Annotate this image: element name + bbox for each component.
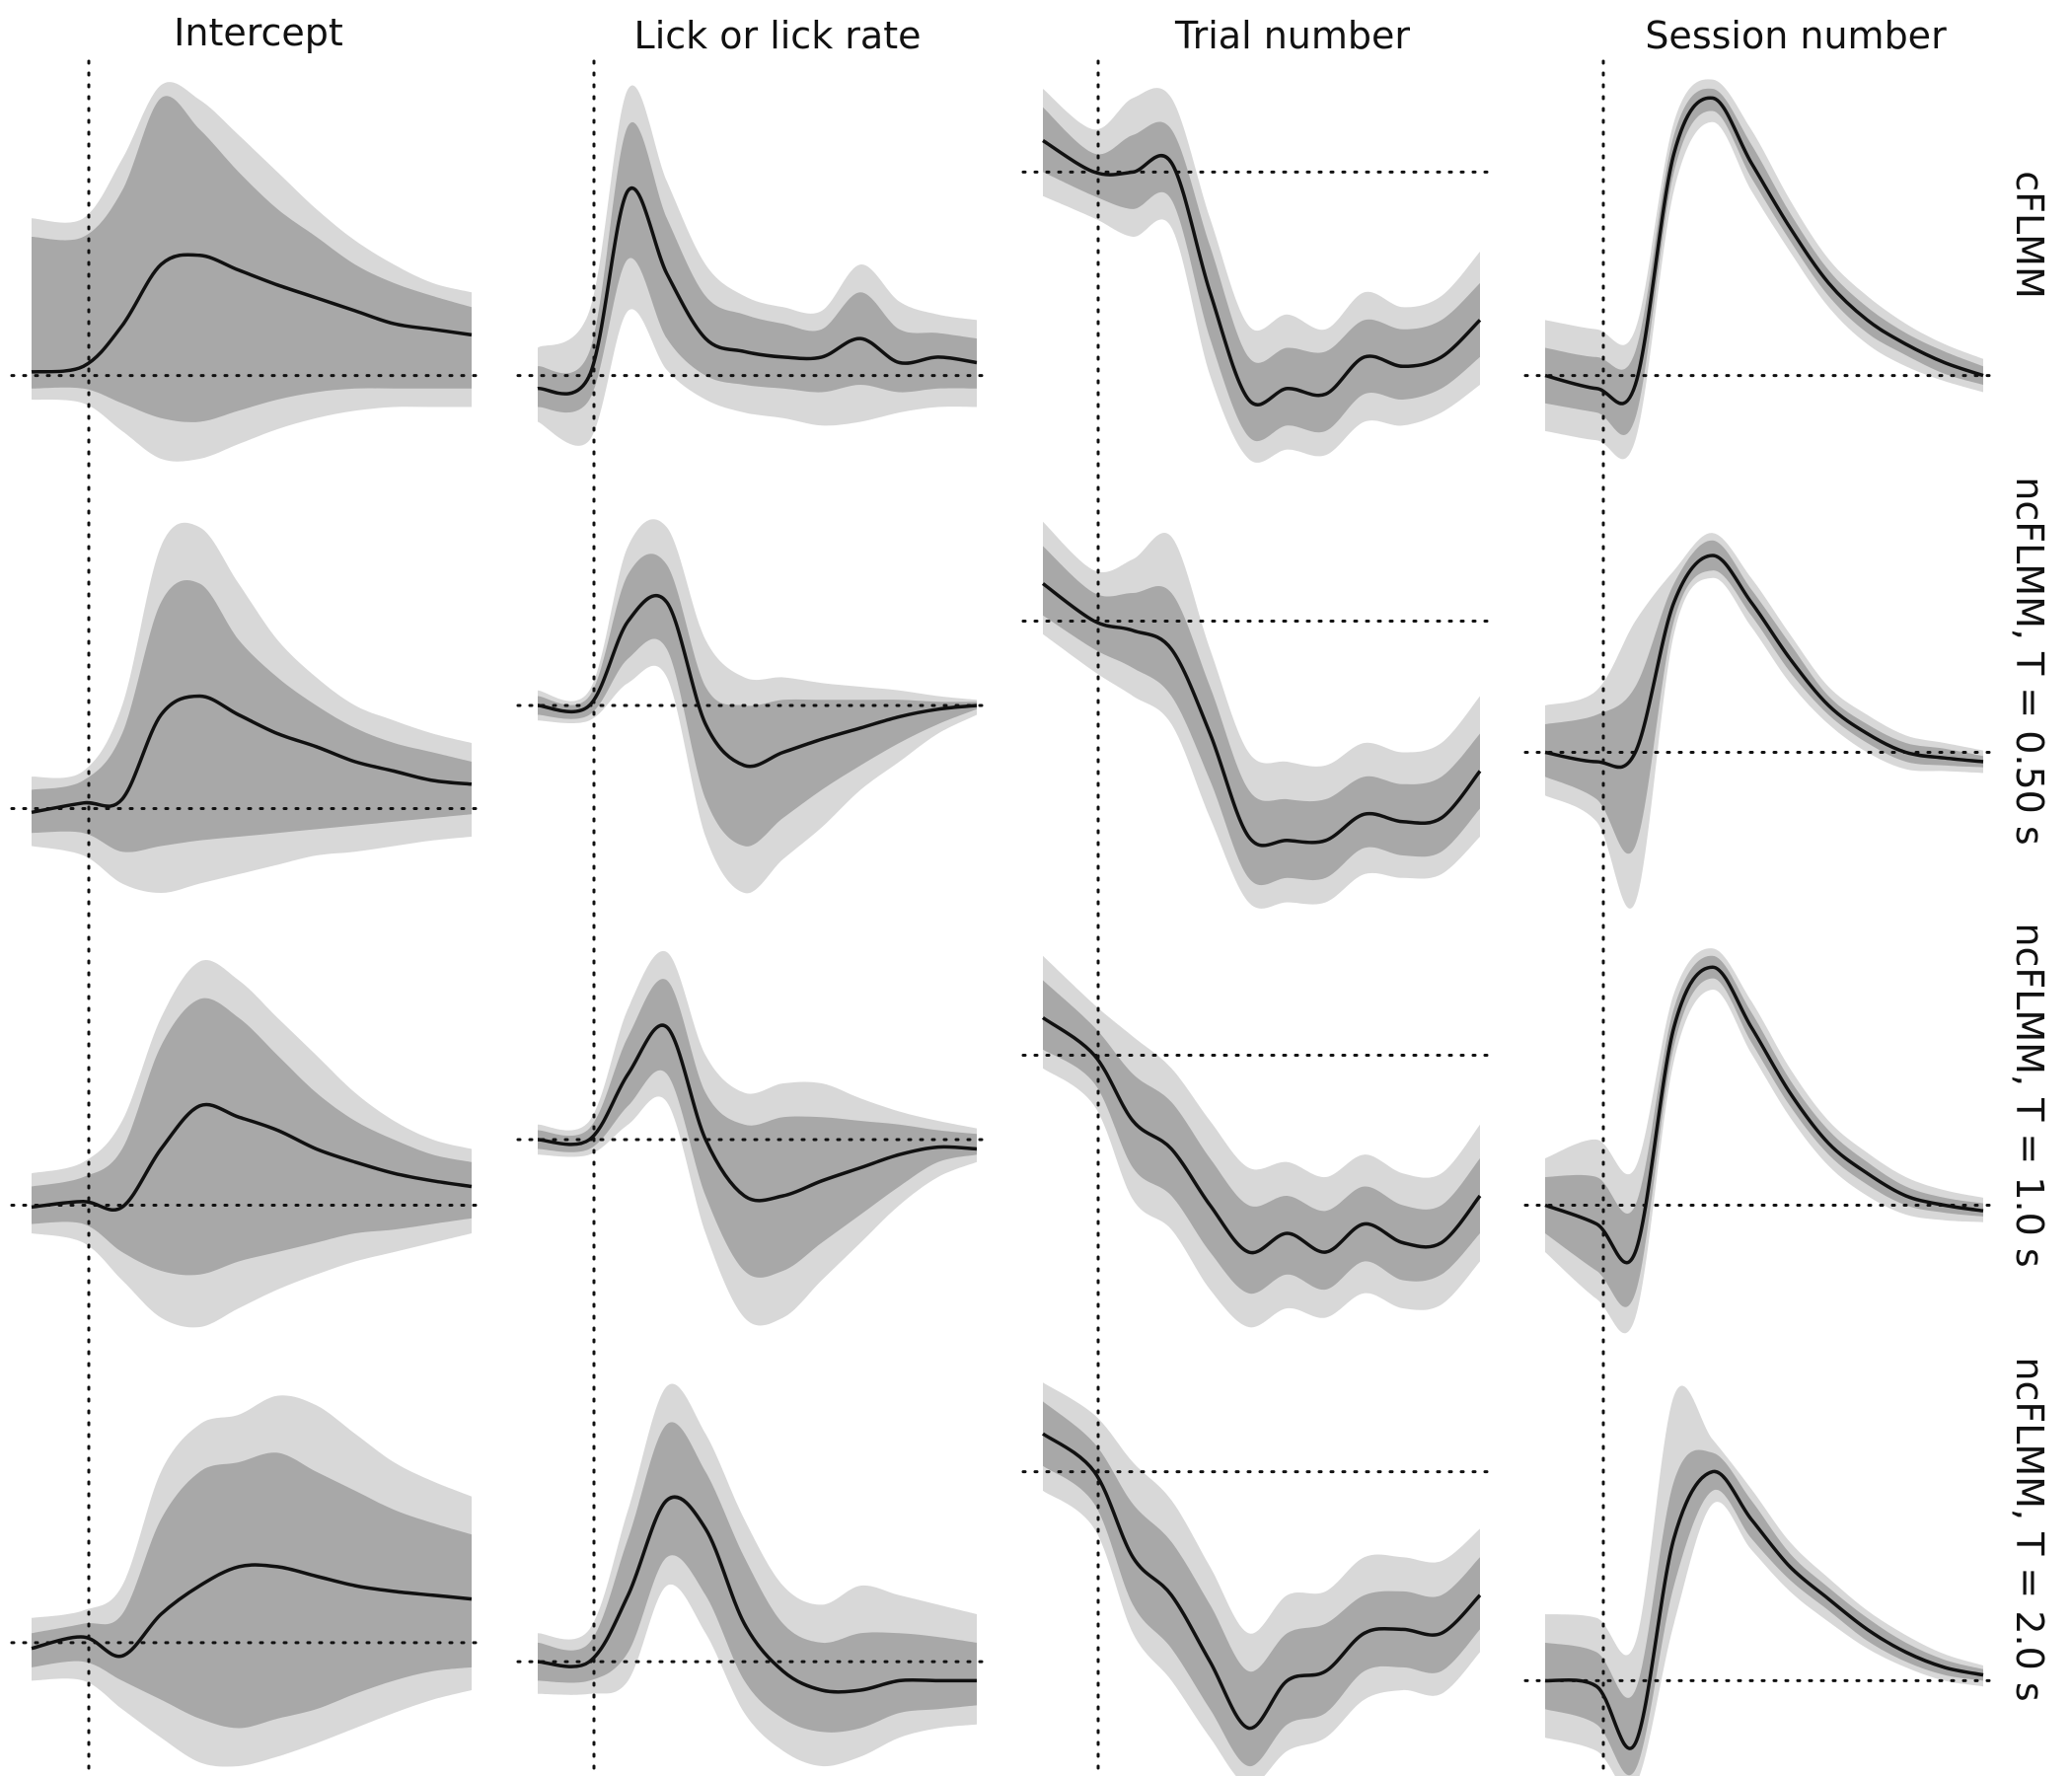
panel-grid xyxy=(10,79,1999,1776)
panel-r1-c0 xyxy=(10,522,487,893)
ci-band-inner xyxy=(538,979,977,1278)
coefficient-line xyxy=(1544,554,1984,770)
coefficient-line xyxy=(1041,1016,1482,1255)
ci-band-inner xyxy=(1043,107,1480,442)
ci-band-inner xyxy=(1043,546,1480,886)
coefficient-line xyxy=(31,694,473,815)
ci-band-outer xyxy=(1545,533,1983,909)
time-zero-lines xyxy=(87,59,1605,1776)
coefficient-line xyxy=(1041,1432,1482,1731)
panel-r3-c0 xyxy=(10,1395,487,1767)
column-title-trial-number: Trial number xyxy=(1174,14,1410,57)
coefficient-line xyxy=(1544,96,1984,406)
coefficient-line xyxy=(537,594,978,769)
column-title-intercept: Intercept xyxy=(174,11,343,54)
panel-r2-c2 xyxy=(1021,955,1496,1328)
ci-band-inner xyxy=(538,554,977,847)
panel-r1-c2 xyxy=(1021,521,1496,909)
panel-r0-c1 xyxy=(516,85,993,446)
panel-r2-c3 xyxy=(1523,948,1999,1334)
coefficient-line xyxy=(31,1102,473,1213)
ci-band-inner xyxy=(1545,540,1983,854)
coefficient-line xyxy=(537,1495,977,1694)
panel-r3-c2 xyxy=(1021,1382,1496,1776)
ci-band-inner xyxy=(538,1422,977,1733)
ci-band-inner xyxy=(32,1452,472,1729)
row-labels: cFLMM ncFLMM, T = 0.50 s ncFLMM, T = 1.0… xyxy=(2008,171,2051,1701)
coefficient-line xyxy=(31,253,473,374)
panel-r3-c3 xyxy=(1523,1385,1999,1776)
panel-r0-c2 xyxy=(1021,88,1496,463)
panel-r2-c1 xyxy=(516,950,993,1326)
row-label-ncflmm-050: ncFLMM, T = 0.50 s xyxy=(2008,477,2051,845)
row-label-cflmm: cFLMM xyxy=(2008,171,2051,299)
panel-r2-c0 xyxy=(10,960,487,1328)
ci-band-inner xyxy=(1043,1401,1480,1767)
panel-r0-c3 xyxy=(1523,79,1999,460)
panel-r1-c1 xyxy=(516,519,993,894)
coefficient-line xyxy=(537,185,978,396)
column-titles: Intercept Lick or lick rate Trial number… xyxy=(174,11,1947,57)
ci-band-inner xyxy=(1545,1449,1983,1776)
panel-r1-c3 xyxy=(1523,533,1999,909)
ci-band-inner xyxy=(1043,980,1480,1295)
ci-band-outer xyxy=(1043,1382,1480,1776)
coefficient-line xyxy=(1042,139,1482,407)
column-title-lick: Lick or lick rate xyxy=(634,14,922,57)
ci-band-inner xyxy=(1545,88,1983,435)
coefficient-line xyxy=(31,1563,473,1659)
ci-band-inner xyxy=(32,96,472,422)
coefficient-line xyxy=(537,1023,978,1203)
ci-band-inner xyxy=(32,580,472,852)
coefficient-line xyxy=(1041,582,1482,848)
coefficient-line xyxy=(1544,1469,1984,1750)
ci-band-outer xyxy=(1545,948,1983,1334)
coefficient-line xyxy=(1544,965,1984,1265)
ci-band-outer xyxy=(1545,79,1983,460)
column-title-session-number: Session number xyxy=(1645,14,1947,57)
ci-band-inner xyxy=(1545,955,1983,1307)
row-label-ncflmm-10: ncFLMM, T = 1.0 s xyxy=(2008,923,2051,1267)
row-label-ncflmm-20: ncFLMM, T = 2.0 s xyxy=(2008,1357,2051,1701)
panel-r0-c0 xyxy=(10,82,487,462)
panel-r3-c1 xyxy=(516,1383,993,1767)
